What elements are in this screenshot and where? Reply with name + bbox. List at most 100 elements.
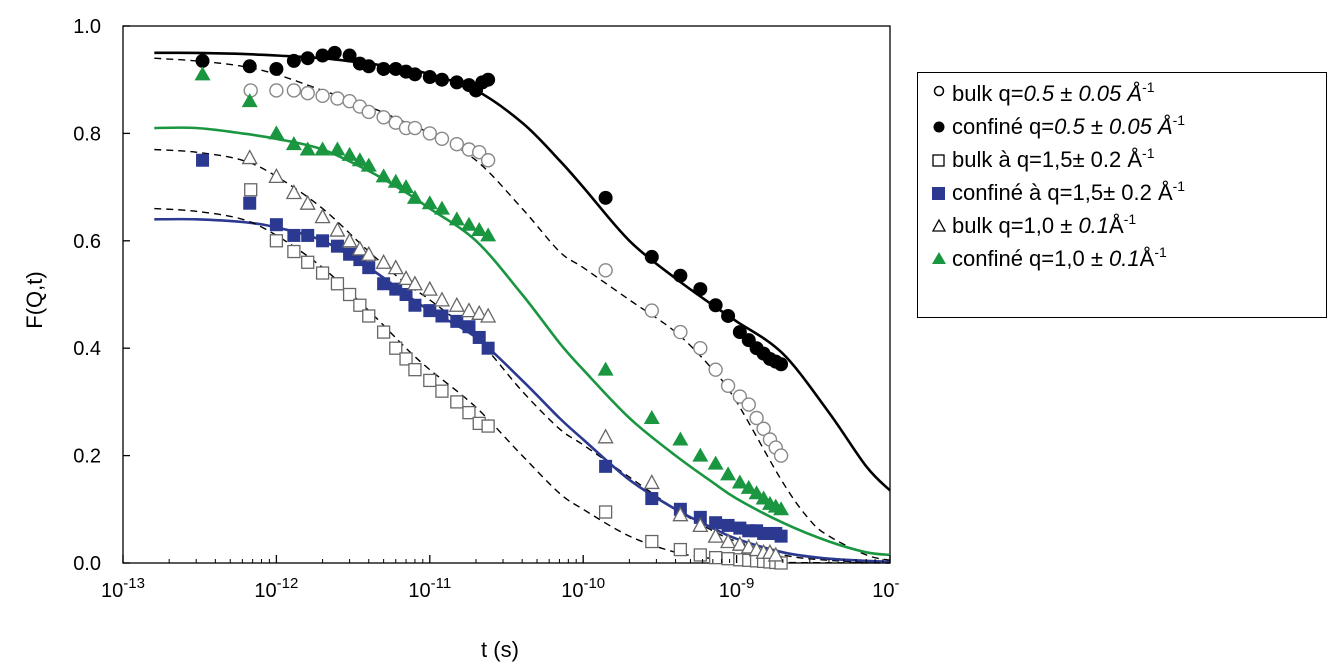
data-point — [376, 110, 391, 125]
data-point — [362, 309, 376, 323]
legend-item-bulk-q15: bulk à q=1,5± 0.2 Å-1 — [928, 143, 1326, 176]
data-point — [406, 189, 423, 204]
y-tick-label: 0.4 — [73, 338, 101, 360]
data-point — [351, 152, 368, 167]
data-point — [343, 247, 357, 261]
chart: 0.00.20.40.60.81.0 10-13 10-12 10-11 10-10 1… — [22, 16, 900, 662]
data-point — [341, 232, 358, 248]
x-axis: 10-13 10-12 10-11 10-10 10-9 10-8 — [101, 555, 900, 602]
data-point — [720, 378, 736, 393]
x-tick-label: 10-11 — [408, 575, 451, 602]
data-point — [398, 179, 415, 194]
y-tick-label: 0.8 — [73, 123, 101, 145]
data-point — [598, 505, 613, 519]
data-point — [693, 282, 708, 297]
filled-circle-marker-icon — [933, 121, 945, 132]
data-point — [720, 466, 737, 481]
data-point — [740, 479, 757, 494]
data-point — [471, 304, 488, 320]
data-point — [422, 70, 437, 85]
data-point — [314, 141, 331, 156]
data-point — [767, 546, 784, 562]
data-point — [285, 184, 302, 200]
data-point — [195, 53, 210, 68]
data-point — [421, 195, 438, 210]
data-point — [597, 428, 614, 444]
data-point — [481, 72, 496, 87]
legend: bulk q=0.5 ± 0.05 Å-1 confiné q=0.5 ± 0.… — [917, 72, 1327, 318]
data-point — [421, 280, 438, 296]
legend-item-bulk-q10: bulk q=1,0 ± 0.1Å-1 — [928, 209, 1326, 242]
data-point — [693, 548, 707, 562]
data-point — [709, 516, 723, 530]
legend-label: confiné à q=1,5± 0.2 Å-1 — [952, 177, 1186, 205]
data-point — [732, 389, 748, 404]
data-point — [330, 277, 345, 291]
data-point — [450, 395, 464, 409]
data-point — [300, 85, 315, 101]
data-point — [645, 534, 659, 549]
data-point — [269, 218, 283, 232]
open-circle-marker-icon — [933, 85, 945, 96]
y-tick-label: 0.0 — [73, 553, 101, 575]
data-point — [244, 183, 258, 197]
y-tick-label: 1.0 — [73, 16, 101, 38]
data-point — [406, 275, 424, 291]
data-point — [269, 61, 284, 76]
data-point — [269, 234, 284, 248]
x-tick-label: 10-8 — [872, 575, 900, 602]
open-square-marker-icon — [932, 153, 945, 167]
data-point — [314, 208, 331, 224]
data-point — [299, 194, 316, 210]
data-point — [301, 228, 315, 242]
data-point — [315, 48, 330, 63]
data-point — [672, 431, 689, 446]
series-5 — [241, 149, 784, 562]
data-point — [481, 419, 495, 433]
data-point — [645, 492, 659, 506]
data-point — [480, 307, 497, 323]
y-axis: 0.0 0.2 0.4 0.6 0.8 1.0 — [73, 16, 130, 575]
open-triangle-marker-icon — [931, 218, 947, 232]
data-point — [389, 341, 403, 355]
data-point — [342, 48, 357, 63]
data-points — [194, 45, 790, 570]
legend-item-confine-q15: confiné à q=1,5± 0.2 Å-1 — [928, 176, 1326, 209]
data-point — [774, 357, 789, 372]
data-point — [435, 309, 449, 323]
legend-label: bulk q=1,0 ± 0.1Å-1 — [952, 210, 1137, 238]
data-point — [435, 384, 449, 398]
data-point — [672, 506, 689, 522]
series-1 — [243, 83, 789, 463]
data-point — [353, 298, 367, 312]
data-point — [692, 517, 709, 533]
data-point — [399, 288, 413, 301]
data-point — [732, 325, 747, 340]
data-point — [774, 529, 788, 543]
x-tick-label: 10-13 — [101, 575, 145, 602]
data-point — [301, 255, 315, 269]
data-point — [731, 535, 748, 551]
data-point — [448, 296, 465, 312]
data-point — [351, 240, 368, 256]
data-point — [422, 126, 437, 141]
legend-label: confiné q=1,0 ± 0.1Å-1 — [952, 243, 1167, 271]
data-point — [360, 245, 377, 261]
data-point — [731, 474, 748, 489]
data-point — [462, 405, 476, 420]
data-point — [377, 277, 391, 291]
data-point — [741, 397, 756, 412]
data-point — [285, 136, 302, 151]
data-point — [243, 196, 257, 210]
legend-item-confine-q10: confiné q=1,0 ± 0.1Å-1 — [928, 242, 1326, 275]
data-point — [756, 421, 771, 436]
data-point — [598, 190, 613, 205]
x-tick-label: 10-10 — [561, 575, 605, 602]
data-point — [708, 362, 723, 377]
data-point — [287, 228, 301, 242]
data-point — [433, 291, 451, 307]
data-point — [408, 363, 422, 377]
data-point — [408, 298, 422, 312]
x-axis-label: t (s) — [481, 637, 519, 662]
data-point — [407, 67, 422, 82]
